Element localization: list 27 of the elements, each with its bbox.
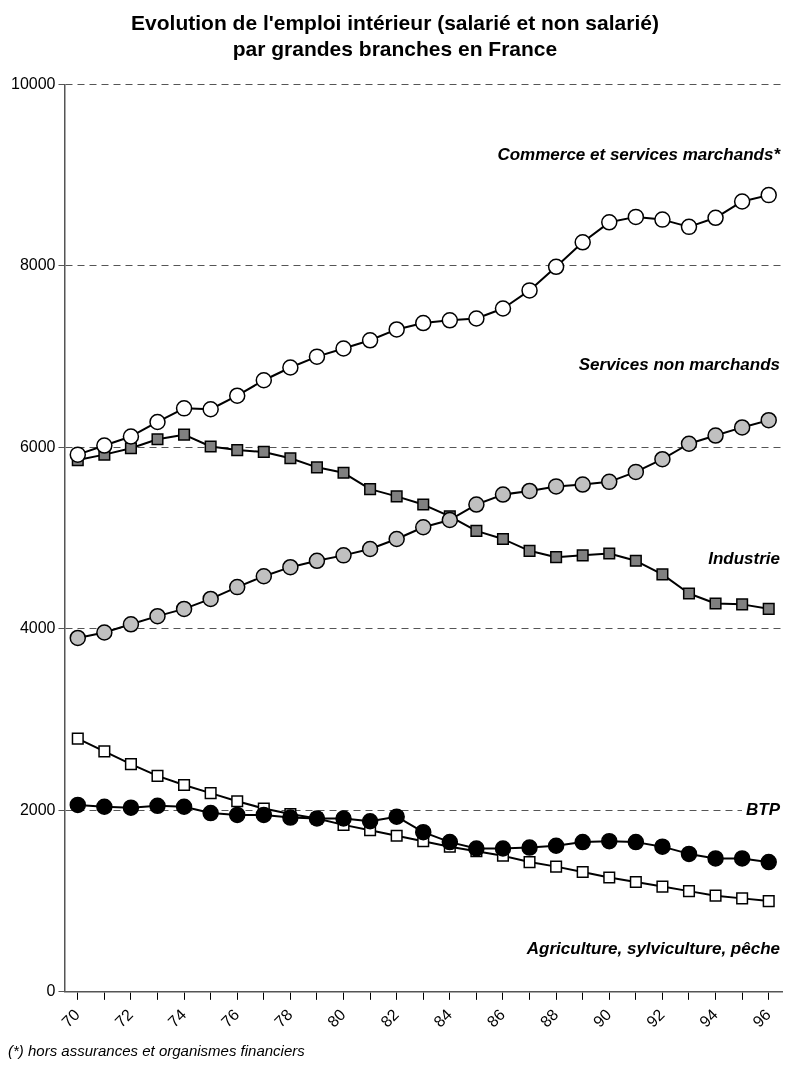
y-tick-label: 10000	[10, 74, 56, 92]
x-tick-label: 92	[643, 1005, 668, 1031]
text: (*) hors assurances et organismes financiers	[8, 1042, 306, 1059]
x-tick-label: 70	[58, 1005, 84, 1031]
x-tick-label: 90	[589, 1005, 615, 1031]
x-tick-label: 84	[430, 1005, 456, 1031]
y-tick-label: 0	[46, 982, 56, 1000]
x-tick-label: 88	[536, 1005, 562, 1031]
x-tick-label: 80	[324, 1005, 349, 1031]
series-label: Commerce et services marchands*	[497, 144, 782, 164]
x-tick-label: 96	[749, 1005, 775, 1031]
y-tick-label: 2000	[19, 800, 56, 818]
series-label: Agriculture, sylviculture, pêche	[525, 938, 780, 958]
x-tick-label: 94	[696, 1005, 721, 1031]
x-tick-label: 76	[217, 1005, 243, 1031]
chart-title: Evolution de l'emploi intérieur (salarié et non salarié) par grandes branches en France	[131, 11, 659, 60]
x-tick-label: 74	[164, 1005, 190, 1031]
series-label: BTP	[746, 799, 781, 819]
y-tick-label: 6000	[19, 437, 56, 455]
x-tick-label: 82	[377, 1005, 402, 1031]
series-label: Industrie	[708, 548, 780, 568]
text: Services non marchands	[578, 354, 780, 374]
y-tick-label: 4000	[19, 619, 56, 637]
x-tick-label: 72	[111, 1005, 137, 1031]
y-tick-label: 8000	[19, 256, 56, 274]
x-tick-label: 78	[271, 1005, 296, 1031]
x-tick-label: 86	[483, 1005, 509, 1031]
